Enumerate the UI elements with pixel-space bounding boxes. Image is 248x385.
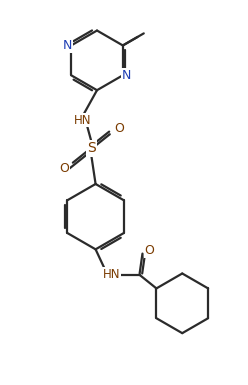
Text: S: S — [87, 141, 96, 156]
Text: N: N — [63, 39, 72, 52]
Text: HN: HN — [74, 114, 92, 127]
Text: HN: HN — [102, 268, 120, 281]
Text: O: O — [145, 244, 155, 257]
Text: O: O — [114, 122, 124, 135]
Text: O: O — [59, 162, 69, 175]
Text: N: N — [122, 69, 131, 82]
